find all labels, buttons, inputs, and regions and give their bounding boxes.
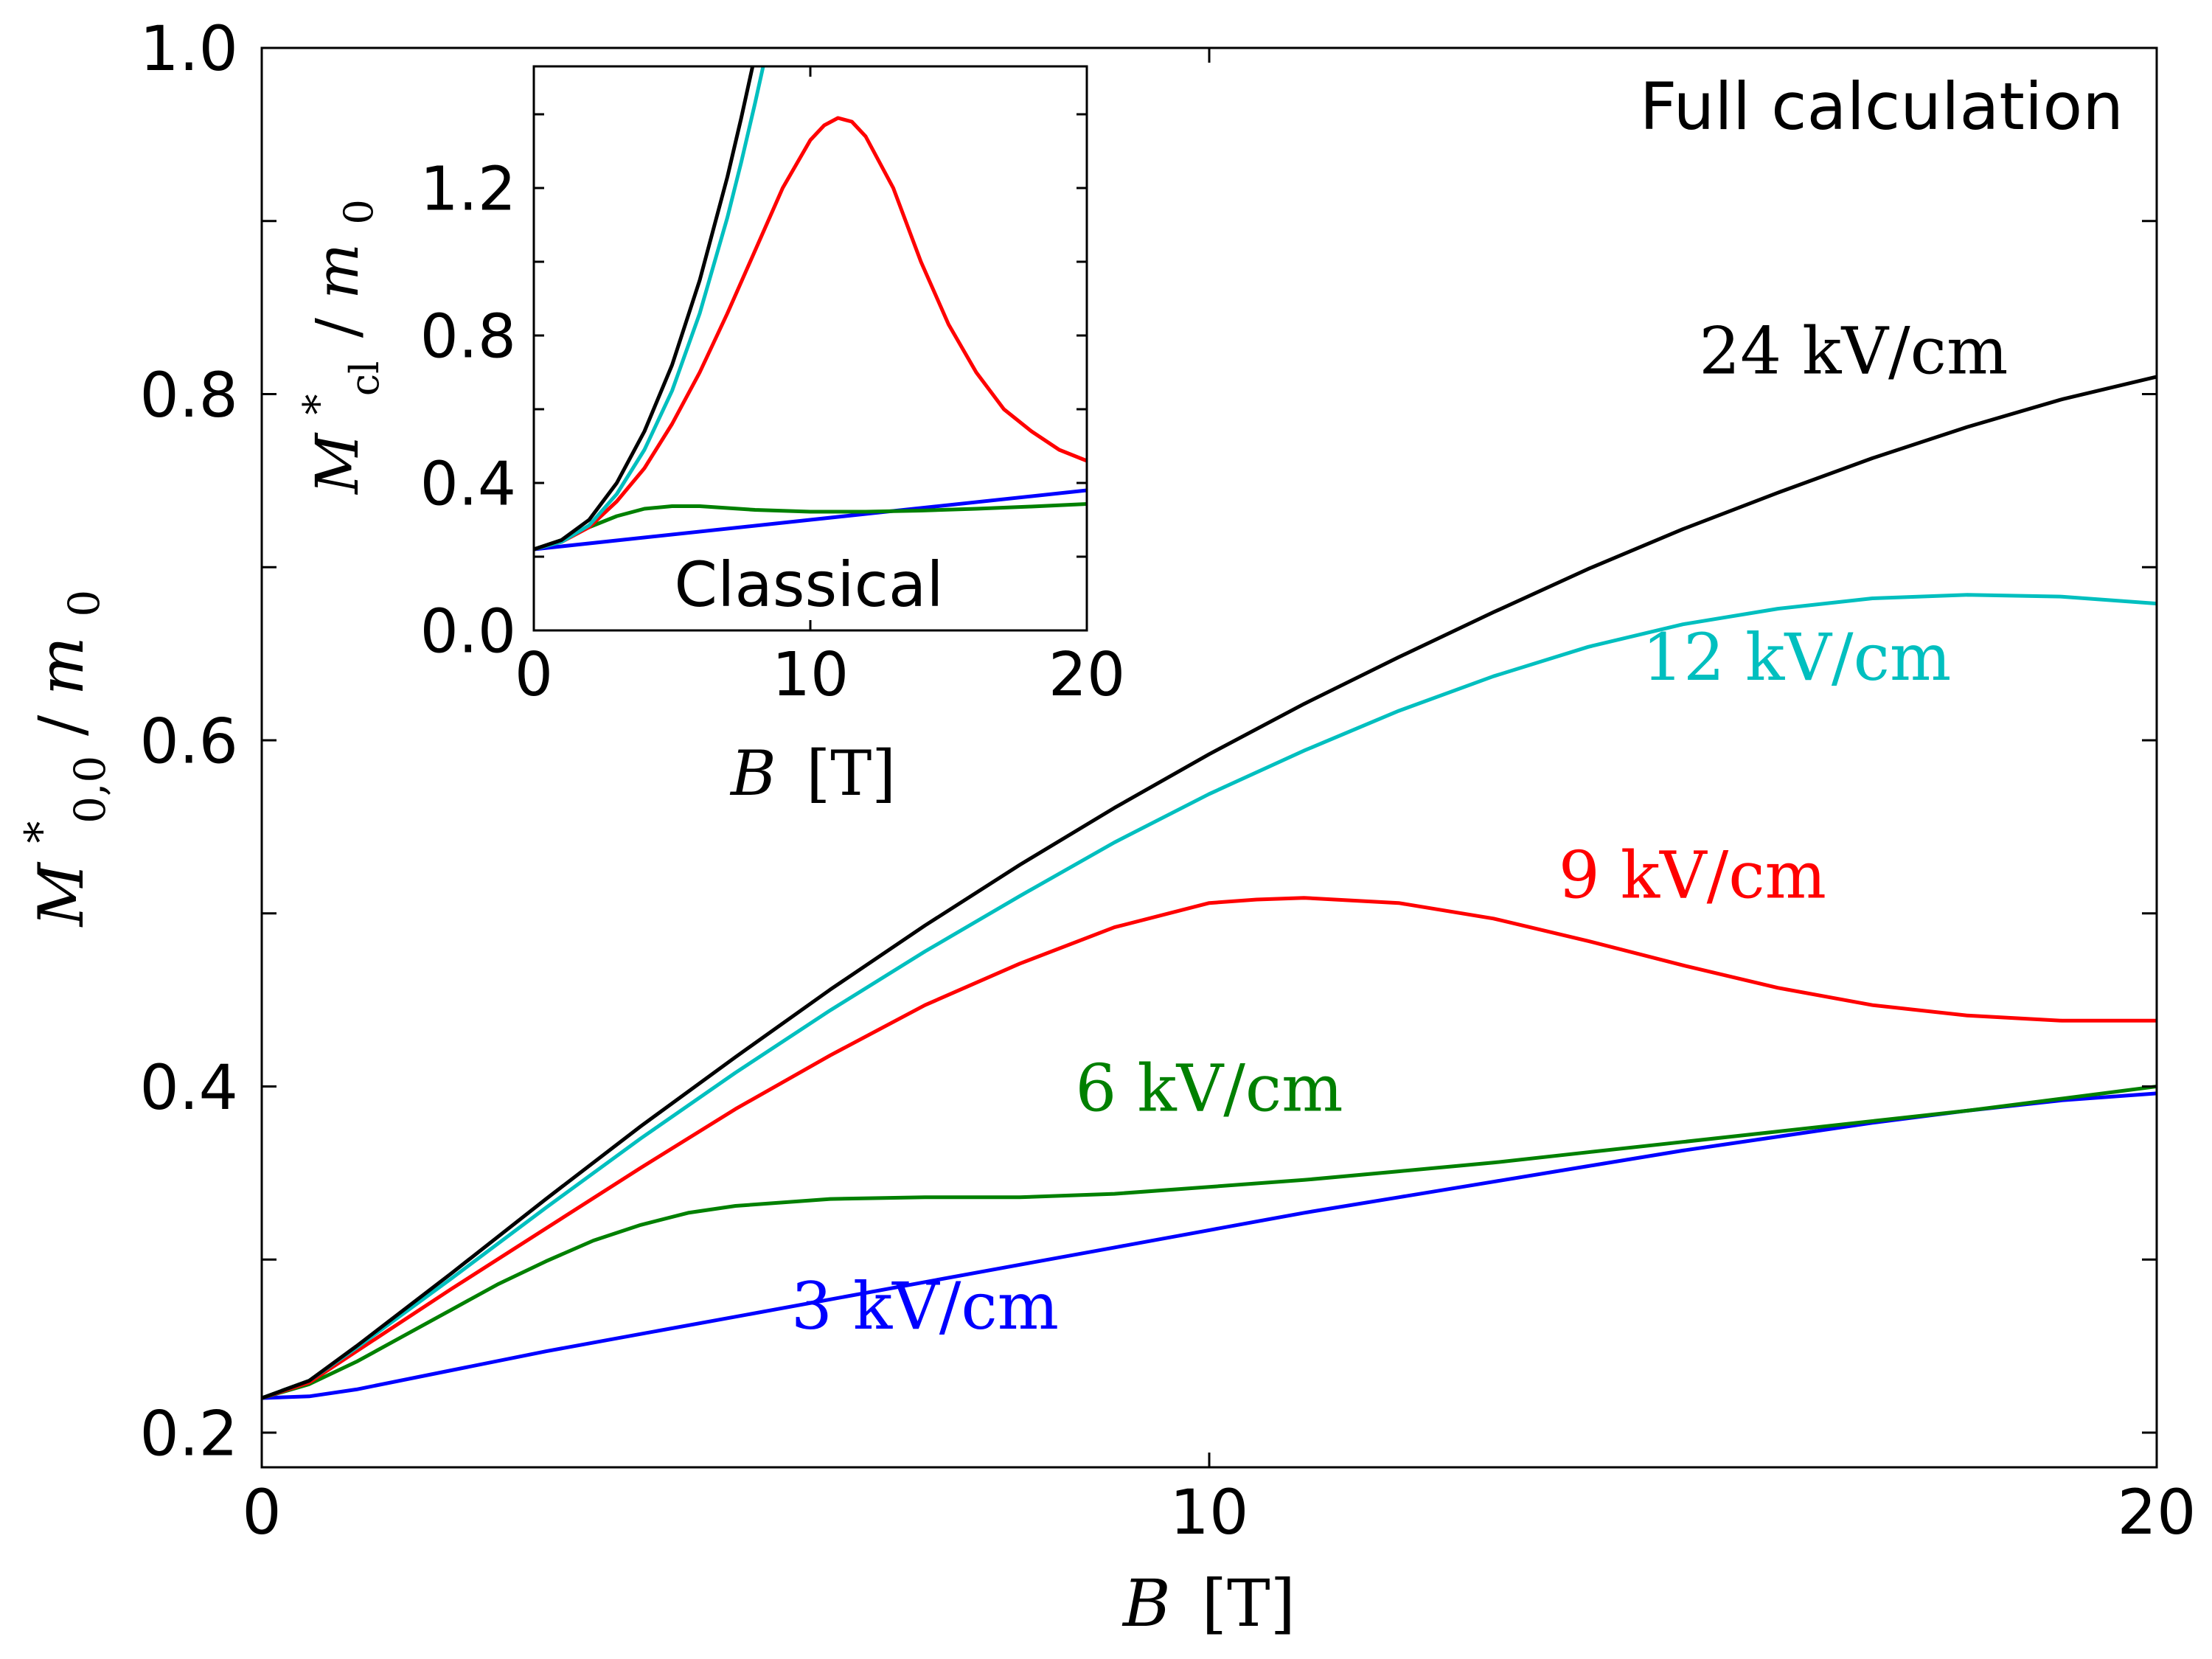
inset-series-line-6-kv-cm <box>534 502 1087 552</box>
inset-ytick-label-2: 0.8 <box>420 302 516 372</box>
main-series-label-6-kv-cm: 6 kV/cm <box>1075 1050 1343 1126</box>
inset-series-line-12-kv-cm <box>534 66 765 552</box>
inset-x-axis-label: B [T] <box>729 737 896 810</box>
main-series-line-3-kv-cm <box>262 1091 2157 1400</box>
inset-series-line-24-kv-cm <box>534 66 755 552</box>
inset-x-axis-unit: [T] <box>806 737 896 810</box>
main-ytick-label-2: 0.6 <box>139 705 238 777</box>
main-ytick-label-1: 0.4 <box>139 1051 238 1124</box>
main-series-line-12-kv-cm <box>262 593 2157 1400</box>
inset-y-axis-slash: / <box>303 318 372 338</box>
svg-text:M * 0,0: M * 0,0 / m 0 <box>0 590 119 928</box>
main-xtick-label-2: 20 <box>2118 1476 2197 1548</box>
main-y-axis-den-sub: 0 <box>59 590 109 617</box>
main-x-axis-unit: [T] <box>1202 1565 1295 1641</box>
inset-y-axis-label: M * cl / m 0 <box>278 199 392 495</box>
main-annotation: Full calculation <box>1640 69 2124 145</box>
inset-tick-labels: 0 10 20 0.0 0.4 0.8 1.2 <box>420 155 1126 710</box>
main-series-line-9-kv-cm <box>262 896 2157 1400</box>
inset-plot-area <box>534 66 1087 630</box>
svg-text:M * cl: M * cl / m 0 <box>278 199 392 495</box>
inset-xtick-label-0: 0 <box>515 640 553 710</box>
main-x-axis-label: B [T] <box>1121 1565 1295 1641</box>
main-series-line-6-kv-cm <box>262 1085 2157 1400</box>
inset-series-group <box>534 66 1087 552</box>
inset-series-line-3-kv-cm <box>534 488 1087 552</box>
main-y-axis-base: M <box>25 861 97 928</box>
main-y-axis-slash: / <box>25 714 97 736</box>
main-y-axis-label: M * 0,0 / m 0 <box>0 590 119 928</box>
inset-y-axis-den-sub: 0 <box>335 199 382 224</box>
main-x-axis-var: B <box>1121 1565 1171 1641</box>
inset-series-line-9-kv-cm <box>534 116 1087 552</box>
inset-y-axis-den: m <box>303 243 372 299</box>
main-series-group <box>262 375 2157 1400</box>
main-series-labels: 3 kV/cm 6 kV/cm 9 kV/cm 12 kV/cm 24 kV/cm <box>791 313 2008 1344</box>
inset-x-axis-var: B <box>729 737 776 810</box>
inset-panel: 0 10 20 0.0 0.4 0.8 1.2 Classical B [T] M * cl… <box>278 65 1126 810</box>
inset-y-axis-sup: * <box>295 394 343 415</box>
main-series-label-3-kv-cm: 3 kV/cm <box>791 1268 1059 1344</box>
main-ytick-label-3: 0.8 <box>139 359 238 431</box>
inset-axes-frame <box>532 65 1088 632</box>
inset-y-axis-sub: cl <box>341 361 388 397</box>
main-xtick-label-1: 10 <box>1170 1476 1249 1548</box>
inset-xtick-label-2: 20 <box>1048 640 1125 710</box>
main-ytick-label-4: 1.0 <box>139 13 238 85</box>
main-ytick-label-0: 0.2 <box>139 1397 238 1470</box>
inset-y-axis-base: M <box>303 432 372 495</box>
inset-ytick-label-3: 1.2 <box>420 155 516 225</box>
main-y-axis-sup: * <box>15 821 67 844</box>
main-y-axis-sub: 0,0 <box>65 756 115 824</box>
main-axes-frame <box>260 46 2158 1469</box>
main-tick-labels: 0 10 20 0.2 0.4 0.6 0.8 1.0 <box>139 13 2196 1548</box>
main-series-label-24-kv-cm: 24 kV/cm <box>1699 313 2008 389</box>
main-xtick-label-0: 0 <box>242 1476 281 1548</box>
inset-xtick-label-1: 10 <box>772 640 849 710</box>
main-series-label-12-kv-cm: 12 kV/cm <box>1642 619 1951 695</box>
inset-ytick-label-1: 0.4 <box>420 450 516 520</box>
main-series-label-9-kv-cm: 9 kV/cm <box>1559 838 1826 914</box>
inset-ytick-label-0: 0.0 <box>420 597 516 667</box>
main-y-axis-den: m <box>25 636 97 695</box>
inset-annotation: Classical <box>674 549 943 621</box>
main-series-line-24-kv-cm <box>262 375 2157 1400</box>
